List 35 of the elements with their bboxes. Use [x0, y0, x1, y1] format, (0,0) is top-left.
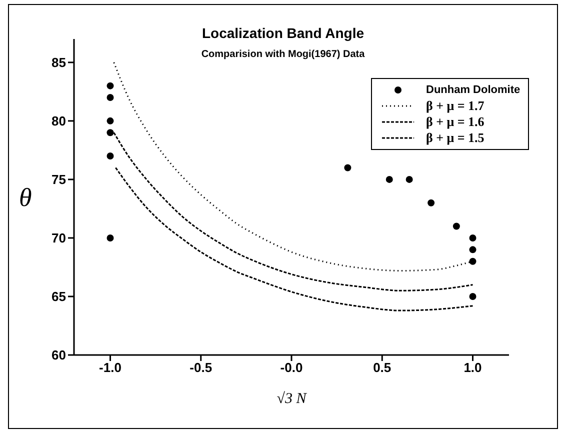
x-tick-label: -0.5: [190, 360, 212, 376]
point: [469, 292, 476, 300]
point: [469, 234, 476, 242]
point: [106, 152, 114, 160]
y-axis-title: θ: [19, 183, 32, 212]
legend-label: Dunham Dolomite: [426, 84, 520, 96]
y-tick-label: 75: [52, 172, 66, 188]
point: [106, 117, 114, 124]
line-series: [114, 166, 474, 312]
text: Comparision with Mogi(1967) Data: [201, 49, 365, 60]
point: [452, 222, 460, 230]
point: [406, 176, 413, 183]
y-tick-label: 65: [52, 289, 66, 304]
chart-title: Localization Band Angle: [200, 25, 366, 41]
legend-label: β + μ = 1.7: [426, 98, 484, 114]
legend-label: β + μ = 1.6: [426, 114, 484, 130]
point: [386, 176, 393, 183]
point: [106, 94, 114, 102]
point: [469, 258, 476, 265]
x-tick-label: -0.0: [280, 360, 303, 376]
x-axis-title: √3 N: [276, 391, 308, 407]
x-tick-label: 1.0: [464, 360, 482, 376]
y-tick-label: 60: [52, 348, 66, 363]
x-tick-label: -1.0: [99, 360, 122, 376]
x-tick-label: 0.5: [373, 360, 392, 376]
point: [106, 234, 114, 242]
point: [106, 82, 114, 90]
y-tick-label: 80: [52, 114, 66, 129]
legend-label: β + μ = 1.5: [426, 130, 484, 146]
point: [469, 246, 476, 254]
y-tick-label: 85: [52, 55, 66, 70]
point: [106, 129, 114, 136]
point: [344, 164, 352, 172]
y-tick-label: 70: [52, 230, 66, 246]
point: [428, 199, 435, 206]
